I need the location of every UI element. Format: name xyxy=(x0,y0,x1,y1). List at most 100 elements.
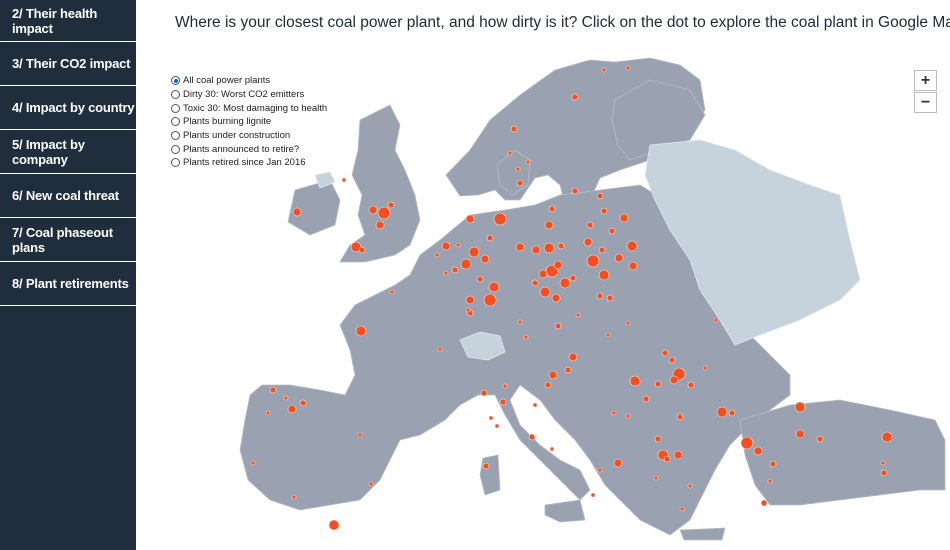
zoom-in-button[interactable]: + xyxy=(914,70,937,91)
plant-dot-icon[interactable] xyxy=(611,410,617,416)
plant-dot-icon[interactable] xyxy=(596,192,604,200)
radio-icon[interactable] xyxy=(171,131,180,141)
europe-map[interactable] xyxy=(136,42,950,550)
plant-dot-icon[interactable] xyxy=(668,356,676,364)
plant-dot-icon[interactable] xyxy=(437,346,443,352)
plant-dot-icon[interactable] xyxy=(358,246,366,254)
plant-dot-icon[interactable] xyxy=(515,166,521,172)
plant-dot-icon[interactable] xyxy=(488,415,494,421)
plant-dot-icon[interactable] xyxy=(598,246,606,254)
plant-dot-icon[interactable] xyxy=(538,269,548,279)
nav-item-co2-impact[interactable]: 3/ Their CO2 impact xyxy=(0,42,136,86)
plant-dot-icon[interactable] xyxy=(625,320,631,326)
plant-dot-icon[interactable] xyxy=(434,252,440,258)
plant-dot-icon[interactable] xyxy=(553,260,563,270)
plant-dot-icon[interactable] xyxy=(613,458,623,468)
plant-dot-icon[interactable] xyxy=(713,317,719,323)
plant-dot-icon[interactable] xyxy=(387,201,395,209)
plant-dot-icon[interactable] xyxy=(291,494,297,500)
plant-dot-icon[interactable] xyxy=(687,381,695,389)
plant-dot-icon[interactable] xyxy=(499,398,507,406)
filter-toxic-30[interactable]: Toxic 30: Most damaging to health xyxy=(171,101,327,115)
plant-dot-icon[interactable] xyxy=(598,269,610,281)
plant-dot-icon[interactable] xyxy=(543,242,555,254)
plant-dot-icon[interactable] xyxy=(600,207,608,215)
plant-dot-icon[interactable] xyxy=(539,286,551,298)
plant-dot-icon[interactable] xyxy=(482,462,490,470)
plant-dot-icon[interactable] xyxy=(625,65,631,71)
plant-dot-icon[interactable] xyxy=(557,242,565,250)
plant-dot-icon[interactable] xyxy=(569,274,577,282)
nav-item-new-coal-threat[interactable]: 6/ New coal threat xyxy=(0,174,136,218)
plant-dot-icon[interactable] xyxy=(687,483,693,489)
plant-dot-icon[interactable] xyxy=(716,406,728,418)
plant-dot-icon[interactable] xyxy=(880,469,888,477)
plant-dot-icon[interactable] xyxy=(568,352,578,362)
plant-dot-icon[interactable] xyxy=(465,214,475,224)
plant-dot-icon[interactable] xyxy=(523,334,529,340)
filter-lignite[interactable]: Plants burning lignite xyxy=(171,115,327,129)
plant-dot-icon[interactable] xyxy=(628,261,638,271)
plant-dot-icon[interactable] xyxy=(355,325,367,337)
plant-dot-icon[interactable] xyxy=(549,446,555,452)
plant-dot-icon[interactable] xyxy=(465,295,475,305)
nav-item-coal-phaseout-plans[interactable]: 7/ Coal phaseout plans xyxy=(0,218,136,262)
plant-dot-icon[interactable] xyxy=(608,227,616,235)
plant-dot-icon[interactable] xyxy=(441,241,451,251)
plant-dot-icon[interactable] xyxy=(597,467,603,473)
radio-icon[interactable] xyxy=(171,144,180,154)
plant-dot-icon[interactable] xyxy=(606,294,614,302)
nav-item-impact-by-company[interactable]: 5/ Impact by company xyxy=(0,130,136,174)
plant-dot-icon[interactable] xyxy=(525,159,531,165)
plant-dot-icon[interactable] xyxy=(468,246,480,258)
plant-dot-icon[interactable] xyxy=(476,275,484,283)
plant-dot-icon[interactable] xyxy=(816,435,824,443)
plant-dot-icon[interactable] xyxy=(551,293,561,303)
radio-icon[interactable] xyxy=(171,158,180,168)
plant-dot-icon[interactable] xyxy=(486,234,494,242)
plant-dot-icon[interactable] xyxy=(554,322,562,330)
plant-dot-icon[interactable] xyxy=(548,370,558,380)
plant-dot-icon[interactable] xyxy=(375,220,385,230)
plant-dot-icon[interactable] xyxy=(531,245,541,255)
plant-dot-icon[interactable] xyxy=(292,207,302,217)
plant-dot-icon[interactable] xyxy=(451,266,459,274)
plant-dot-icon[interactable] xyxy=(661,349,669,357)
plant-dot-icon[interactable] xyxy=(596,292,604,300)
plant-dot-icon[interactable] xyxy=(265,410,271,416)
plant-dot-icon[interactable] xyxy=(269,386,277,394)
plant-dot-icon[interactable] xyxy=(507,150,513,156)
plant-dot-icon[interactable] xyxy=(377,206,391,220)
filter-all-plants[interactable]: All coal power plants xyxy=(171,74,327,88)
plant-dot-icon[interactable] xyxy=(483,293,497,307)
radio-icon[interactable] xyxy=(171,103,180,113)
plant-dot-icon[interactable] xyxy=(517,319,523,325)
radio-selected-icon[interactable] xyxy=(171,76,180,86)
plant-dot-icon[interactable] xyxy=(564,366,572,374)
nav-item-impact-by-country[interactable]: 4/ Impact by country xyxy=(0,86,136,130)
plant-dot-icon[interactable] xyxy=(389,289,395,295)
plant-dot-icon[interactable] xyxy=(880,460,886,466)
plant-dot-icon[interactable] xyxy=(679,506,685,512)
nav-item-health-impact[interactable]: 2/ Their health impact xyxy=(0,0,136,42)
plant-dot-icon[interactable] xyxy=(455,242,461,248)
filter-announced-retire[interactable]: Plants announced to retire? xyxy=(171,142,327,156)
plant-dot-icon[interactable] xyxy=(480,254,490,264)
plant-dot-icon[interactable] xyxy=(531,279,539,287)
plant-dot-icon[interactable] xyxy=(502,383,508,389)
plant-dot-icon[interactable] xyxy=(528,433,536,441)
zoom-out-button[interactable]: − xyxy=(914,92,937,113)
plant-dot-icon[interactable] xyxy=(515,242,525,252)
plant-dot-icon[interactable] xyxy=(544,220,554,230)
plant-dot-icon[interactable] xyxy=(605,332,611,338)
plant-dot-icon[interactable] xyxy=(663,455,671,463)
plant-dot-icon[interactable] xyxy=(654,435,662,443)
plant-dot-icon[interactable] xyxy=(626,240,638,252)
plant-dot-icon[interactable] xyxy=(586,254,600,268)
plant-dot-icon[interactable] xyxy=(728,409,736,417)
plant-dot-icon[interactable] xyxy=(740,436,754,450)
plant-dot-icon[interactable] xyxy=(586,221,594,229)
plant-dot-icon[interactable] xyxy=(702,365,708,371)
plant-dot-icon[interactable] xyxy=(590,492,596,498)
plant-dot-icon[interactable] xyxy=(443,270,449,276)
